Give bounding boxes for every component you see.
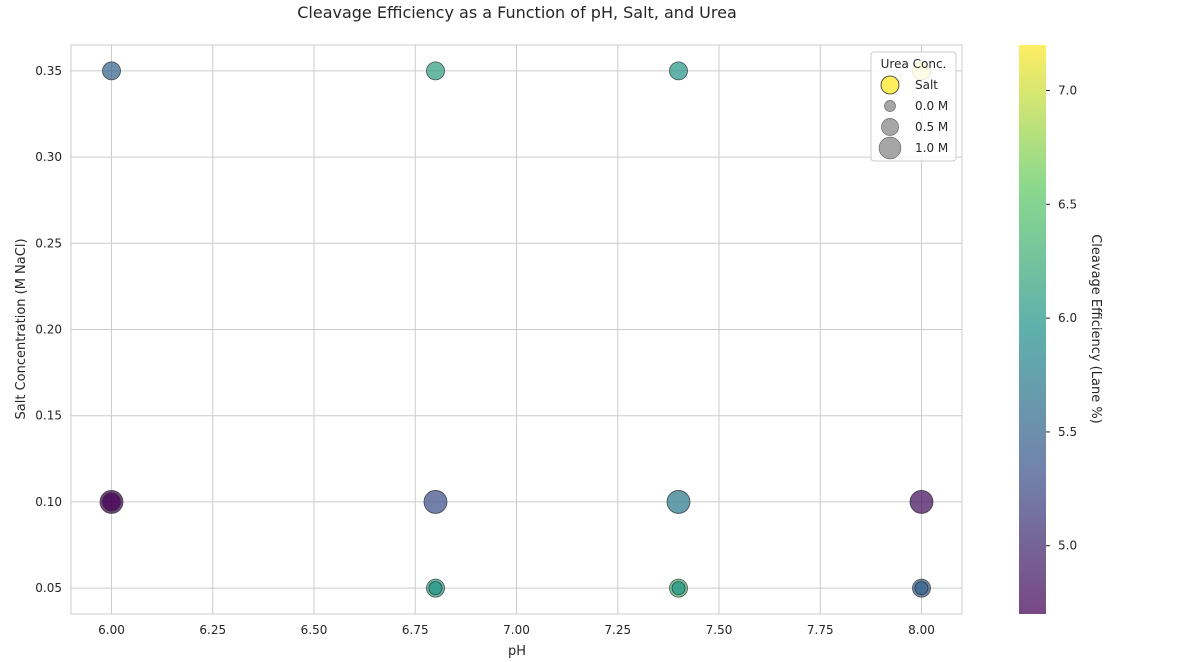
data-point [666, 490, 691, 514]
data-point [423, 490, 448, 514]
y-tick-label: 0.15 [35, 409, 62, 423]
x-tick-label: 8.00 [908, 623, 935, 637]
legend-title: Urea Conc. [881, 57, 947, 71]
data-point [909, 490, 934, 514]
x-tick-label: 6.00 [98, 623, 125, 637]
colorbar-tick-label: 5.5 [1058, 425, 1077, 439]
legend-marker [878, 136, 902, 160]
legend-label: 1.0 M [915, 141, 948, 155]
data-point [669, 61, 688, 81]
colorbar-tick-label: 6.0 [1058, 311, 1077, 325]
legend-label: 0.0 M [915, 99, 948, 113]
x-tick-label: 7.25 [604, 623, 631, 637]
x-axis-label: pH [508, 644, 526, 659]
y-tick-label: 0.35 [35, 64, 62, 78]
legend-label: Salt [915, 78, 938, 92]
colorbar-label: Cleavage Efficiency (Lane %) [1088, 234, 1103, 424]
colorbar-tick-label: 7.0 [1058, 84, 1077, 98]
axes-layer: 6.00 6.25 6.50 6.75 7.00 7.25 7.50 7.75 8.00 0.05… [35, 64, 935, 637]
data-point [428, 581, 443, 596]
colorbar: 5.0 5.5 6.0 6.5 7.0 [1019, 45, 1077, 614]
colorbar-tick-label: 6.5 [1058, 197, 1077, 211]
y-tick-label: 0.25 [35, 236, 62, 250]
y-tick-label: 0.20 [35, 323, 62, 337]
x-tick-label: 7.75 [807, 623, 834, 637]
legend-marker [881, 118, 899, 136]
data-point [426, 61, 445, 81]
data-point [102, 492, 121, 512]
legend-marker [884, 100, 896, 112]
x-tick-label: 6.25 [199, 623, 226, 637]
legend-label: 0.5 M [915, 120, 948, 134]
colorbar-gradient [1019, 45, 1046, 614]
data-point [914, 581, 929, 596]
chart-title: Cleavage Efficiency as a Function of pH,… [297, 3, 737, 22]
y-tick-label: 0.30 [35, 150, 62, 164]
y-tick-label: 0.10 [35, 495, 62, 509]
legend-marker [880, 75, 900, 95]
y-axis-label: Salt Concentration (M NaCl) [14, 238, 29, 419]
x-tick-label: 7.00 [503, 623, 530, 637]
legend: Urea Conc. Salt 0.0 M 0.5 M 1.0 M [870, 51, 957, 162]
x-tick-label: 6.75 [402, 623, 429, 637]
grid-layer [70, 44, 963, 615]
y-tick-label: 0.05 [35, 581, 62, 595]
data-point [671, 581, 686, 596]
data-point [102, 61, 121, 81]
x-tick-label: 6.50 [301, 623, 328, 637]
x-tick-label: 7.50 [706, 623, 733, 637]
colorbar-tick-label: 5.0 [1058, 539, 1077, 553]
